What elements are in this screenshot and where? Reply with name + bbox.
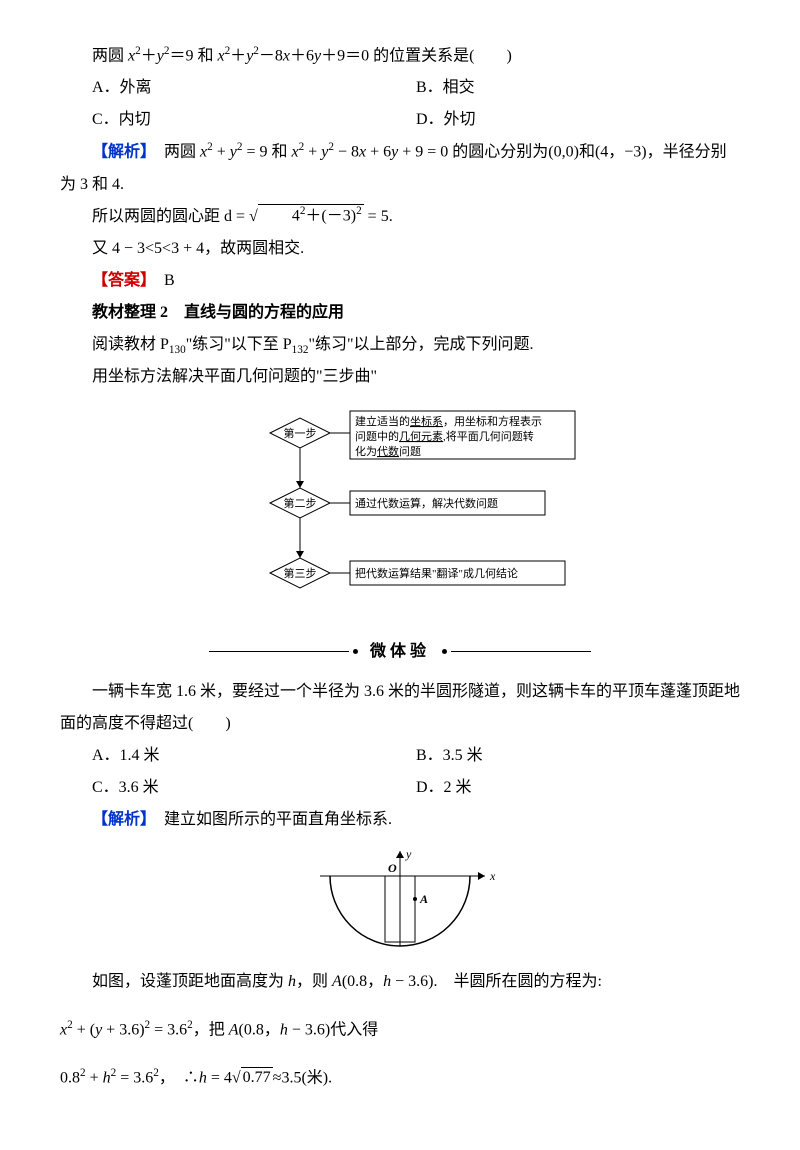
svg-text:y: y xyxy=(405,847,412,861)
text: ，把 xyxy=(193,1021,229,1038)
q1-answer: 【答案】 B xyxy=(60,265,740,297)
var: A xyxy=(332,973,342,990)
svg-text:把代数运算结果"翻译"成几何结论: 把代数运算结果"翻译"成几何结论 xyxy=(355,566,518,580)
text: 和 xyxy=(193,47,217,64)
sub: 130 xyxy=(169,344,186,356)
flowchart-diagram: 第一步 建立适当的坐标系，用坐标和方程表示 问题中的几何元素,将平面几何问题转 … xyxy=(60,403,740,623)
semicircle-figure: x y O A xyxy=(60,846,740,956)
q1-option-c: C．内切 xyxy=(92,104,416,136)
text: ，则 xyxy=(296,973,332,990)
text: 所以两圆的圆心距 d = xyxy=(92,208,249,225)
sub: 132 xyxy=(292,344,309,356)
q2-option-d: D．2 米 xyxy=(416,772,472,804)
analysis-label: 【解析】 xyxy=(92,144,148,161)
q1-option-d: D．外切 xyxy=(416,104,476,136)
q1-analysis-2: 所以两圆的圆心距 d = √42＋(－3)2 = 5. xyxy=(60,201,740,233)
section2-reading: 阅读教材 P130"练习"以下至 P132"练习"以上部分，完成下列问题. xyxy=(60,329,740,362)
q1-options: A．外离 B．相交 C．内切 D．外切 xyxy=(60,72,740,136)
text: "练习"以上部分，完成下列问题. xyxy=(308,336,533,353)
svg-text:O: O xyxy=(388,861,397,875)
svg-text:第一步: 第一步 xyxy=(284,426,317,440)
q1-analysis-1: 【解析】 两圆 x2 + y2 = 9 和 x2 + y2 − 8x + 6y … xyxy=(60,136,740,200)
svg-text:通过代数运算，解决代数问题: 通过代数运算，解决代数问题 xyxy=(355,496,498,510)
text: = 5. xyxy=(364,208,393,225)
svg-text:第二步: 第二步 xyxy=(284,496,317,510)
text: − 3.6). 半圆所在圆的方程为: xyxy=(391,973,602,990)
q2-stem: 一辆卡车宽 1.6 米，要经过一个半径为 3.6 米的半圆形隧道，则这辆卡车的平… xyxy=(60,676,740,740)
q2-options: A．1.4 米 B．3.5 米 C．3.6 米 D．2 米 xyxy=(60,740,740,804)
section2-method: 用坐标方法解决平面几何问题的"三步曲" xyxy=(60,361,740,393)
q2-option-b: B．3.5 米 xyxy=(416,740,483,772)
section-divider: 微体验 xyxy=(60,635,740,667)
q1-option-a: A．外离 xyxy=(92,72,416,104)
answer-label: 【答案】 xyxy=(92,272,148,289)
q2-option-c: C．3.6 米 xyxy=(92,772,416,804)
q1-stem: 两圆 x2＋y2＝9 和 x2＋y2－8x＋6y＋9＝0 的位置关系是( ) xyxy=(60,40,740,72)
answer-text: B xyxy=(148,272,175,289)
svg-text:第三步: 第三步 xyxy=(284,566,317,580)
svg-text:化为代数问题: 化为代数问题 xyxy=(355,444,421,458)
analysis-label: 【解析】 xyxy=(92,811,148,828)
q2-analysis-4: 0.82 + h2 = 3.62， ∴h = 4√0.77≈3.5(米). xyxy=(60,1062,740,1094)
q2-analysis-1: 【解析】 建立如图所示的平面直角坐标系. xyxy=(60,804,740,836)
var: A xyxy=(229,1021,239,1038)
q2-option-a: A．1.4 米 xyxy=(92,740,416,772)
text: 两圆 xyxy=(92,47,128,64)
svg-text:A: A xyxy=(419,892,428,906)
q2-analysis-2: 如图，设蓬顶距地面高度为 h，则 A(0.8，h − 3.6). 半圆所在圆的方… xyxy=(60,966,740,998)
var: h xyxy=(288,973,296,990)
q1-option-b: B．相交 xyxy=(416,72,475,104)
text: "练习"以下至 P xyxy=(186,336,292,353)
text: (0.8， xyxy=(342,973,383,990)
text: ≈3.5(米). xyxy=(273,1069,332,1086)
svg-text:x: x xyxy=(489,869,496,883)
text: 阅读教材 P xyxy=(92,336,169,353)
divider-text: 微体验 xyxy=(366,643,434,660)
text: 和 xyxy=(268,144,292,161)
var: h xyxy=(383,973,391,990)
svg-text:建立适当的坐标系，用坐标和方程表示: 建立适当的坐标系，用坐标和方程表示 xyxy=(355,414,542,428)
q1-analysis-3: 又 4 − 3<5<3 + 4，故两圆相交. xyxy=(60,233,740,265)
text: 两圆 xyxy=(148,144,200,161)
svg-text:问题中的几何元素,将平面几何问题转: 问题中的几何元素,将平面几何问题转 xyxy=(355,429,534,443)
sqrt-content: 0.77 xyxy=(241,1067,273,1087)
text: 如图，设蓬顶距地面高度为 xyxy=(92,973,288,990)
text: 的位置关系是( ) xyxy=(369,47,512,64)
q2-analysis-3: x2 + (y + 3.6)2 = 3.62，把 A(0.8，h − 3.6)代… xyxy=(60,1014,740,1046)
text: 建立如图所示的平面直角坐标系. xyxy=(148,811,392,828)
section2-title: 教材整理 2 直线与圆的方程的应用 xyxy=(60,297,740,329)
